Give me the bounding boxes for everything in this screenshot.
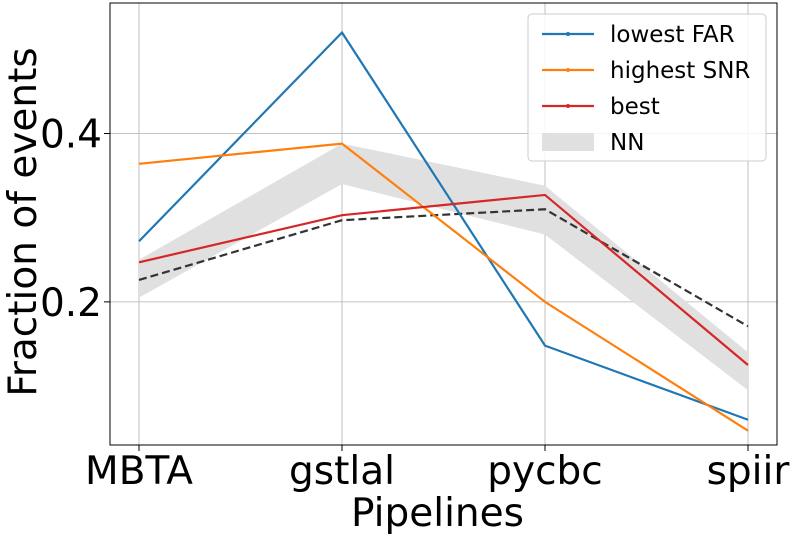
legend-label-lowest-far: lowest FAR bbox=[610, 22, 735, 48]
series-line-best bbox=[138, 193, 749, 366]
legend-box bbox=[527, 13, 767, 162]
legend-label-nn: NN bbox=[610, 130, 644, 156]
legend-swatch-nn bbox=[542, 133, 594, 151]
y-tick-label: 0.4 bbox=[40, 112, 102, 157]
legend-marker-best bbox=[566, 104, 570, 108]
x-tick-label: MBTA bbox=[85, 449, 193, 494]
legend-label-highest-snr: highest SNR bbox=[610, 58, 750, 84]
plot-area-frame bbox=[109, 2, 778, 446]
legend-marker-highest-snr bbox=[566, 68, 570, 72]
x-tick-label: gstlal bbox=[289, 449, 395, 494]
nn-band bbox=[139, 143, 748, 391]
legend-label-best: best bbox=[610, 94, 660, 120]
legend: lowest FAR highest SNR best NN bbox=[527, 13, 767, 162]
y-axis-title: Fraction of events bbox=[1, 47, 46, 396]
x-tick-label: pycbc bbox=[487, 449, 602, 494]
axis-ticks: MBTA gstlal pycbc spiir 0.2 0.4 bbox=[40, 112, 790, 494]
x-axis-title: Pipelines bbox=[351, 491, 524, 536]
x-tick-label: spiir bbox=[707, 449, 791, 494]
nn-band-layer bbox=[139, 143, 748, 391]
series-line-highest-snr bbox=[138, 142, 749, 432]
series-line-lowest-far bbox=[138, 30, 749, 421]
series-layer bbox=[138, 30, 749, 432]
legend-marker-lowest-far bbox=[566, 32, 570, 36]
series-line-dashed-reference bbox=[138, 208, 749, 328]
y-tick-label: 0.2 bbox=[40, 281, 102, 326]
